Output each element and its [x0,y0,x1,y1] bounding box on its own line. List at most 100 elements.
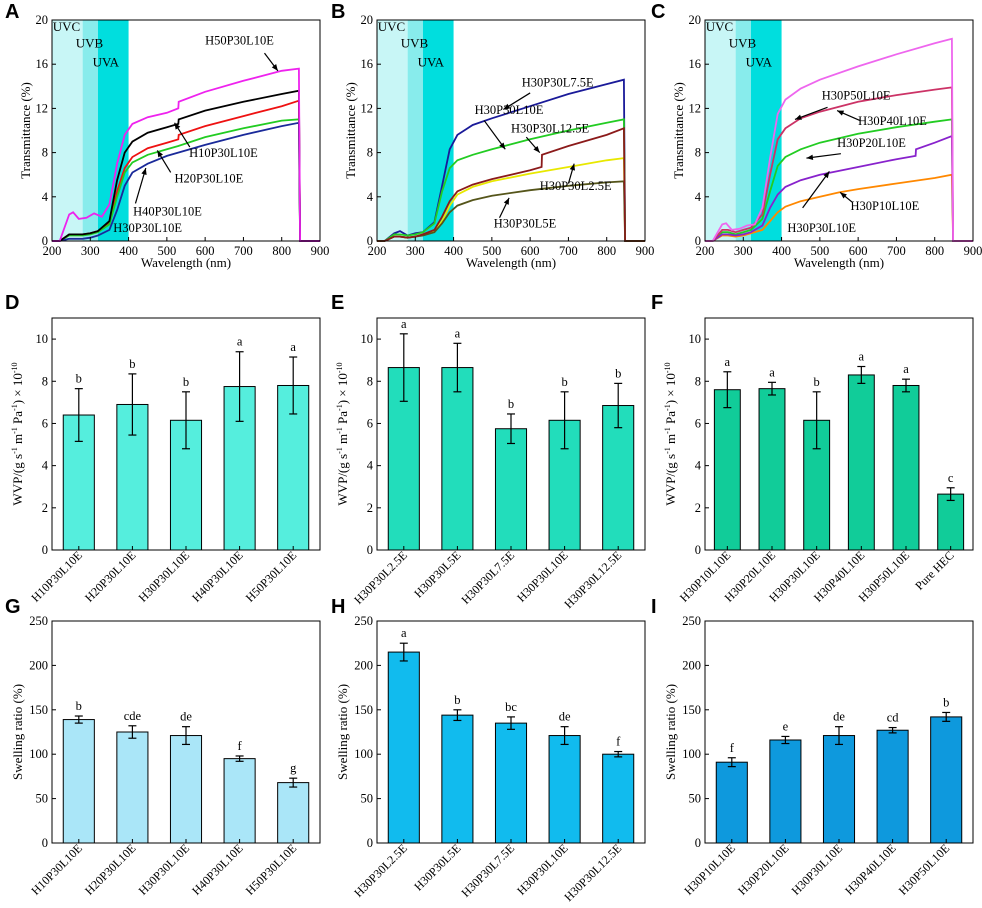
category-label: Pure HEC [912,548,957,593]
significance-letter: bc [505,700,517,714]
y-tick-label: 4 [367,459,374,473]
y-tick-label: 0 [695,836,701,850]
category-label: H40P30L10E [189,841,246,898]
series-label: H20P30L10E [175,171,244,185]
y-tick-label: 200 [29,658,48,672]
band-uvb [82,20,98,241]
series-line [377,78,645,242]
category-label: H30P50L10E [896,841,953,898]
significance-letter: b [561,375,567,389]
y-axis-title-part: -1 [335,447,344,454]
x-tick-label: 700 [887,244,906,258]
y-tick-label: 150 [29,703,48,717]
bar [62,719,95,844]
panel-a: A UVC UVB UVA 200 300 400 500 600 700 800 900 0 4 8 12 1… [5,1,329,270]
y-axis-title-part: WVP/(g s [10,454,25,506]
x-tick-label: 900 [964,244,982,258]
band-label: UVA [746,54,773,69]
significance-letter: f [730,741,735,755]
band-label: UVC [53,19,80,34]
plot-frame [376,317,646,551]
y-tick-label: 4 [367,190,374,204]
significance-letter: b [943,695,949,709]
y-axis-title-part: -10 [335,362,344,373]
y-axis-title-part: WVP/(g s [663,454,678,506]
y-tick-label: 50 [361,792,374,806]
significance-letter: b [615,366,621,380]
y-tick-label: 4 [42,459,49,473]
y-tick-label: 0 [42,543,48,557]
band-label: UVC [706,19,733,34]
series-line [705,134,973,242]
x-tick-label: 600 [521,244,540,258]
significance-letter: de [559,710,571,724]
y-axis-title-part: -1 [663,447,672,454]
panel-e: Ea H30P30L2.5E a H30P30L5E b H30P30L7.5E b H30P… [331,292,646,611]
significance-letter: a [769,365,775,379]
category-label: H30P10L10E [681,841,738,898]
y-tick-label: 6 [695,416,701,430]
label-arrowhead [794,114,802,120]
series-label: H40P30L10E [133,205,202,219]
label-arrowhead [533,145,540,153]
plot-frame [704,620,974,844]
category-label: H50P30L10E [243,841,300,898]
plot-frame [51,19,321,242]
category-label: H30P30L12.5E [561,548,624,611]
category-label: H30P30L10E [514,548,571,605]
y-tick-label: 0 [695,543,701,557]
significance-letter: g [290,761,297,775]
series-label: H30P30L2.5E [540,179,612,193]
y-tick-label: 2 [695,501,701,515]
x-tick-label: 800 [272,244,291,258]
y-tick-label: 50 [689,792,702,806]
bar [387,651,420,844]
label-arrowhead [806,154,814,161]
label-arrowhead [823,171,830,179]
series-label: H30P30L7.5E [522,75,594,89]
y-axis-title: Swelling ratio (%) [335,684,350,780]
plot-frame [704,19,974,242]
category-label: H30P30L10E [136,841,193,898]
significance-letter: a [401,317,407,331]
y-axis-title: Swelling ratio (%) [663,684,678,780]
y-tick-label: 2 [367,501,373,515]
y-tick-label: 4 [695,190,702,204]
series-label: H50P30L10E [205,33,274,47]
significance-letter: b [508,397,514,411]
series-line [52,89,320,242]
panel-letter: H [331,596,345,618]
y-axis-title-part: -1 [663,427,672,434]
band-uvc [52,20,83,241]
significance-letter: b [76,699,82,713]
x-tick-label: 800 [925,244,944,258]
y-tick-label: 20 [361,13,374,27]
category-label: H20P30L10E [82,841,139,898]
label-arrowhead [569,163,576,171]
x-tick-label: 300 [81,244,100,258]
band-label: UVA [418,54,445,69]
significance-letter: a [455,326,461,340]
category-label: H30P30L5E [411,548,463,600]
panel-c: C UVC UVB UVA 200 300 400 500 600 700 800 900 0 4 8 12 1… [651,1,982,270]
y-tick-label: 12 [36,101,49,115]
y-tick-label: 8 [695,146,701,160]
panel-b: B UVC UVB UVA 200 300 400 500 600 700 800 900 0 4 8 12 1… [331,1,654,270]
y-tick-label: 150 [354,703,373,717]
y-tick-label: 16 [361,57,374,71]
plot-frame [704,317,974,551]
y-tick-label: 8 [42,374,48,388]
bar [822,735,856,844]
series-line [705,86,973,242]
category-label: H30P30L7.5E [458,841,517,900]
series-label: H30P40L10E [858,114,927,128]
label-arrowhead [503,103,511,110]
x-tick-label: 800 [597,244,616,258]
y-tick-label: 100 [29,747,48,761]
significance-letter: a [725,355,731,369]
x-tick-label: 200 [368,244,387,258]
y-tick-label: 6 [42,416,48,430]
panel-letter: A [5,1,19,23]
panel-letter: D [5,292,19,314]
